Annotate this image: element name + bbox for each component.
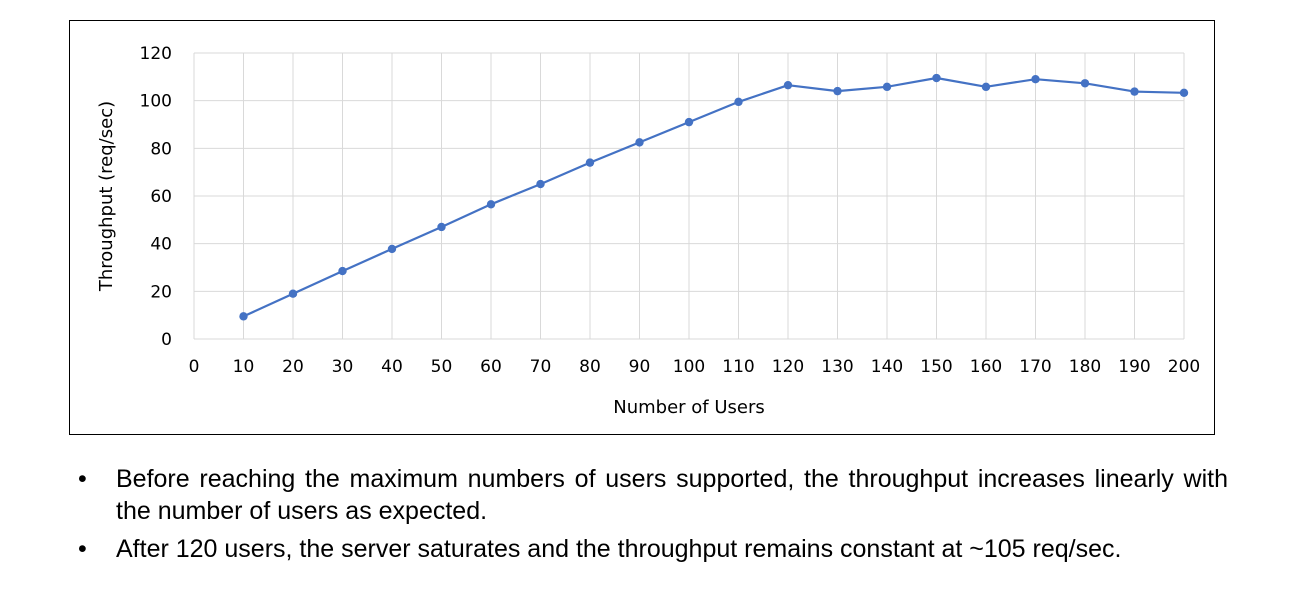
data-point bbox=[437, 222, 446, 232]
data-point bbox=[1031, 75, 1040, 84]
y-tick-label: 0 bbox=[161, 330, 172, 350]
y-tick-label: 100 bbox=[140, 92, 172, 112]
x-tick-label: 170 bbox=[1019, 357, 1051, 377]
x-tick-label: 190 bbox=[1118, 357, 1150, 377]
data-point bbox=[585, 158, 595, 167]
data-point bbox=[486, 200, 496, 209]
x-tick-label: 200 bbox=[1168, 357, 1200, 377]
bullet-item: • Before reaching the maximum numbers of… bbox=[78, 463, 1228, 527]
x-tick-label: 20 bbox=[282, 357, 304, 377]
bullet-text: Before reaching the maximum numbers of u… bbox=[116, 465, 1228, 525]
data-point bbox=[536, 179, 545, 189]
data-point bbox=[783, 80, 793, 90]
y-tick-label: 40 bbox=[150, 235, 172, 255]
tick-labels: 0 20 40 60 80 100 120 0 10 20 30 40 50 60 70 80 90 100 110… bbox=[140, 44, 1201, 377]
bullet-item: • After 120 users, the server saturates … bbox=[78, 533, 1228, 565]
x-tick-label: 140 bbox=[871, 357, 903, 377]
series-layer bbox=[239, 73, 1189, 321]
series-line bbox=[243, 76, 1185, 318]
y-tick-label: 120 bbox=[140, 44, 172, 64]
data-point bbox=[239, 312, 248, 321]
x-tick-label: 130 bbox=[821, 357, 853, 377]
x-tick-label: 110 bbox=[722, 357, 754, 377]
x-tick-label: 90 bbox=[629, 357, 651, 377]
data-point bbox=[981, 82, 991, 92]
bullet-symbol: • bbox=[78, 535, 87, 563]
data-point bbox=[1130, 87, 1139, 96]
line-chart: 0 20 40 60 80 100 120 0 10 20 30 40 50 60 70 80 90 100 110… bbox=[96, 44, 1201, 418]
x-tick-label: 60 bbox=[480, 357, 502, 377]
x-tick-label: 30 bbox=[332, 357, 354, 377]
data-point bbox=[833, 86, 842, 96]
bullet-list: • Before reaching the maximum numbers of… bbox=[78, 463, 1228, 571]
x-tick-label: 80 bbox=[579, 357, 601, 377]
bullet-text: After 120 users, the server saturates an… bbox=[116, 535, 1122, 563]
data-point bbox=[1080, 79, 1090, 88]
bullet-symbol: • bbox=[78, 465, 87, 493]
x-tick-label: 100 bbox=[673, 357, 705, 377]
x-tick-label: 40 bbox=[381, 357, 403, 377]
x-tick-label: 0 bbox=[189, 357, 200, 377]
data-point bbox=[338, 266, 347, 276]
data-point bbox=[288, 289, 298, 298]
x-tick-label: 180 bbox=[1069, 357, 1101, 377]
grid-lines bbox=[193, 52, 1185, 340]
data-point bbox=[734, 97, 743, 107]
x-tick-label: 10 bbox=[233, 357, 255, 377]
x-axis-title: Number of Users bbox=[613, 397, 765, 418]
data-point bbox=[1179, 88, 1189, 98]
data-point bbox=[882, 82, 892, 92]
chart-frame: 0 20 40 60 80 100 120 0 10 20 30 40 50 60 70 80 90 100 110… bbox=[69, 20, 1215, 435]
y-tick-label: 20 bbox=[150, 282, 172, 302]
x-tick-label: 160 bbox=[970, 357, 1002, 377]
data-point bbox=[684, 117, 694, 127]
data-point bbox=[932, 73, 941, 83]
y-tick-label: 60 bbox=[150, 187, 172, 207]
x-tick-label: 70 bbox=[530, 357, 552, 377]
data-point bbox=[387, 244, 397, 254]
x-tick-label: 50 bbox=[431, 357, 453, 377]
y-tick-label: 80 bbox=[150, 139, 172, 159]
x-tick-label: 150 bbox=[920, 357, 952, 377]
data-point bbox=[635, 138, 644, 147]
y-axis-title: Throughput (req/sec) bbox=[96, 101, 117, 292]
x-tick-label: 120 bbox=[772, 357, 804, 377]
